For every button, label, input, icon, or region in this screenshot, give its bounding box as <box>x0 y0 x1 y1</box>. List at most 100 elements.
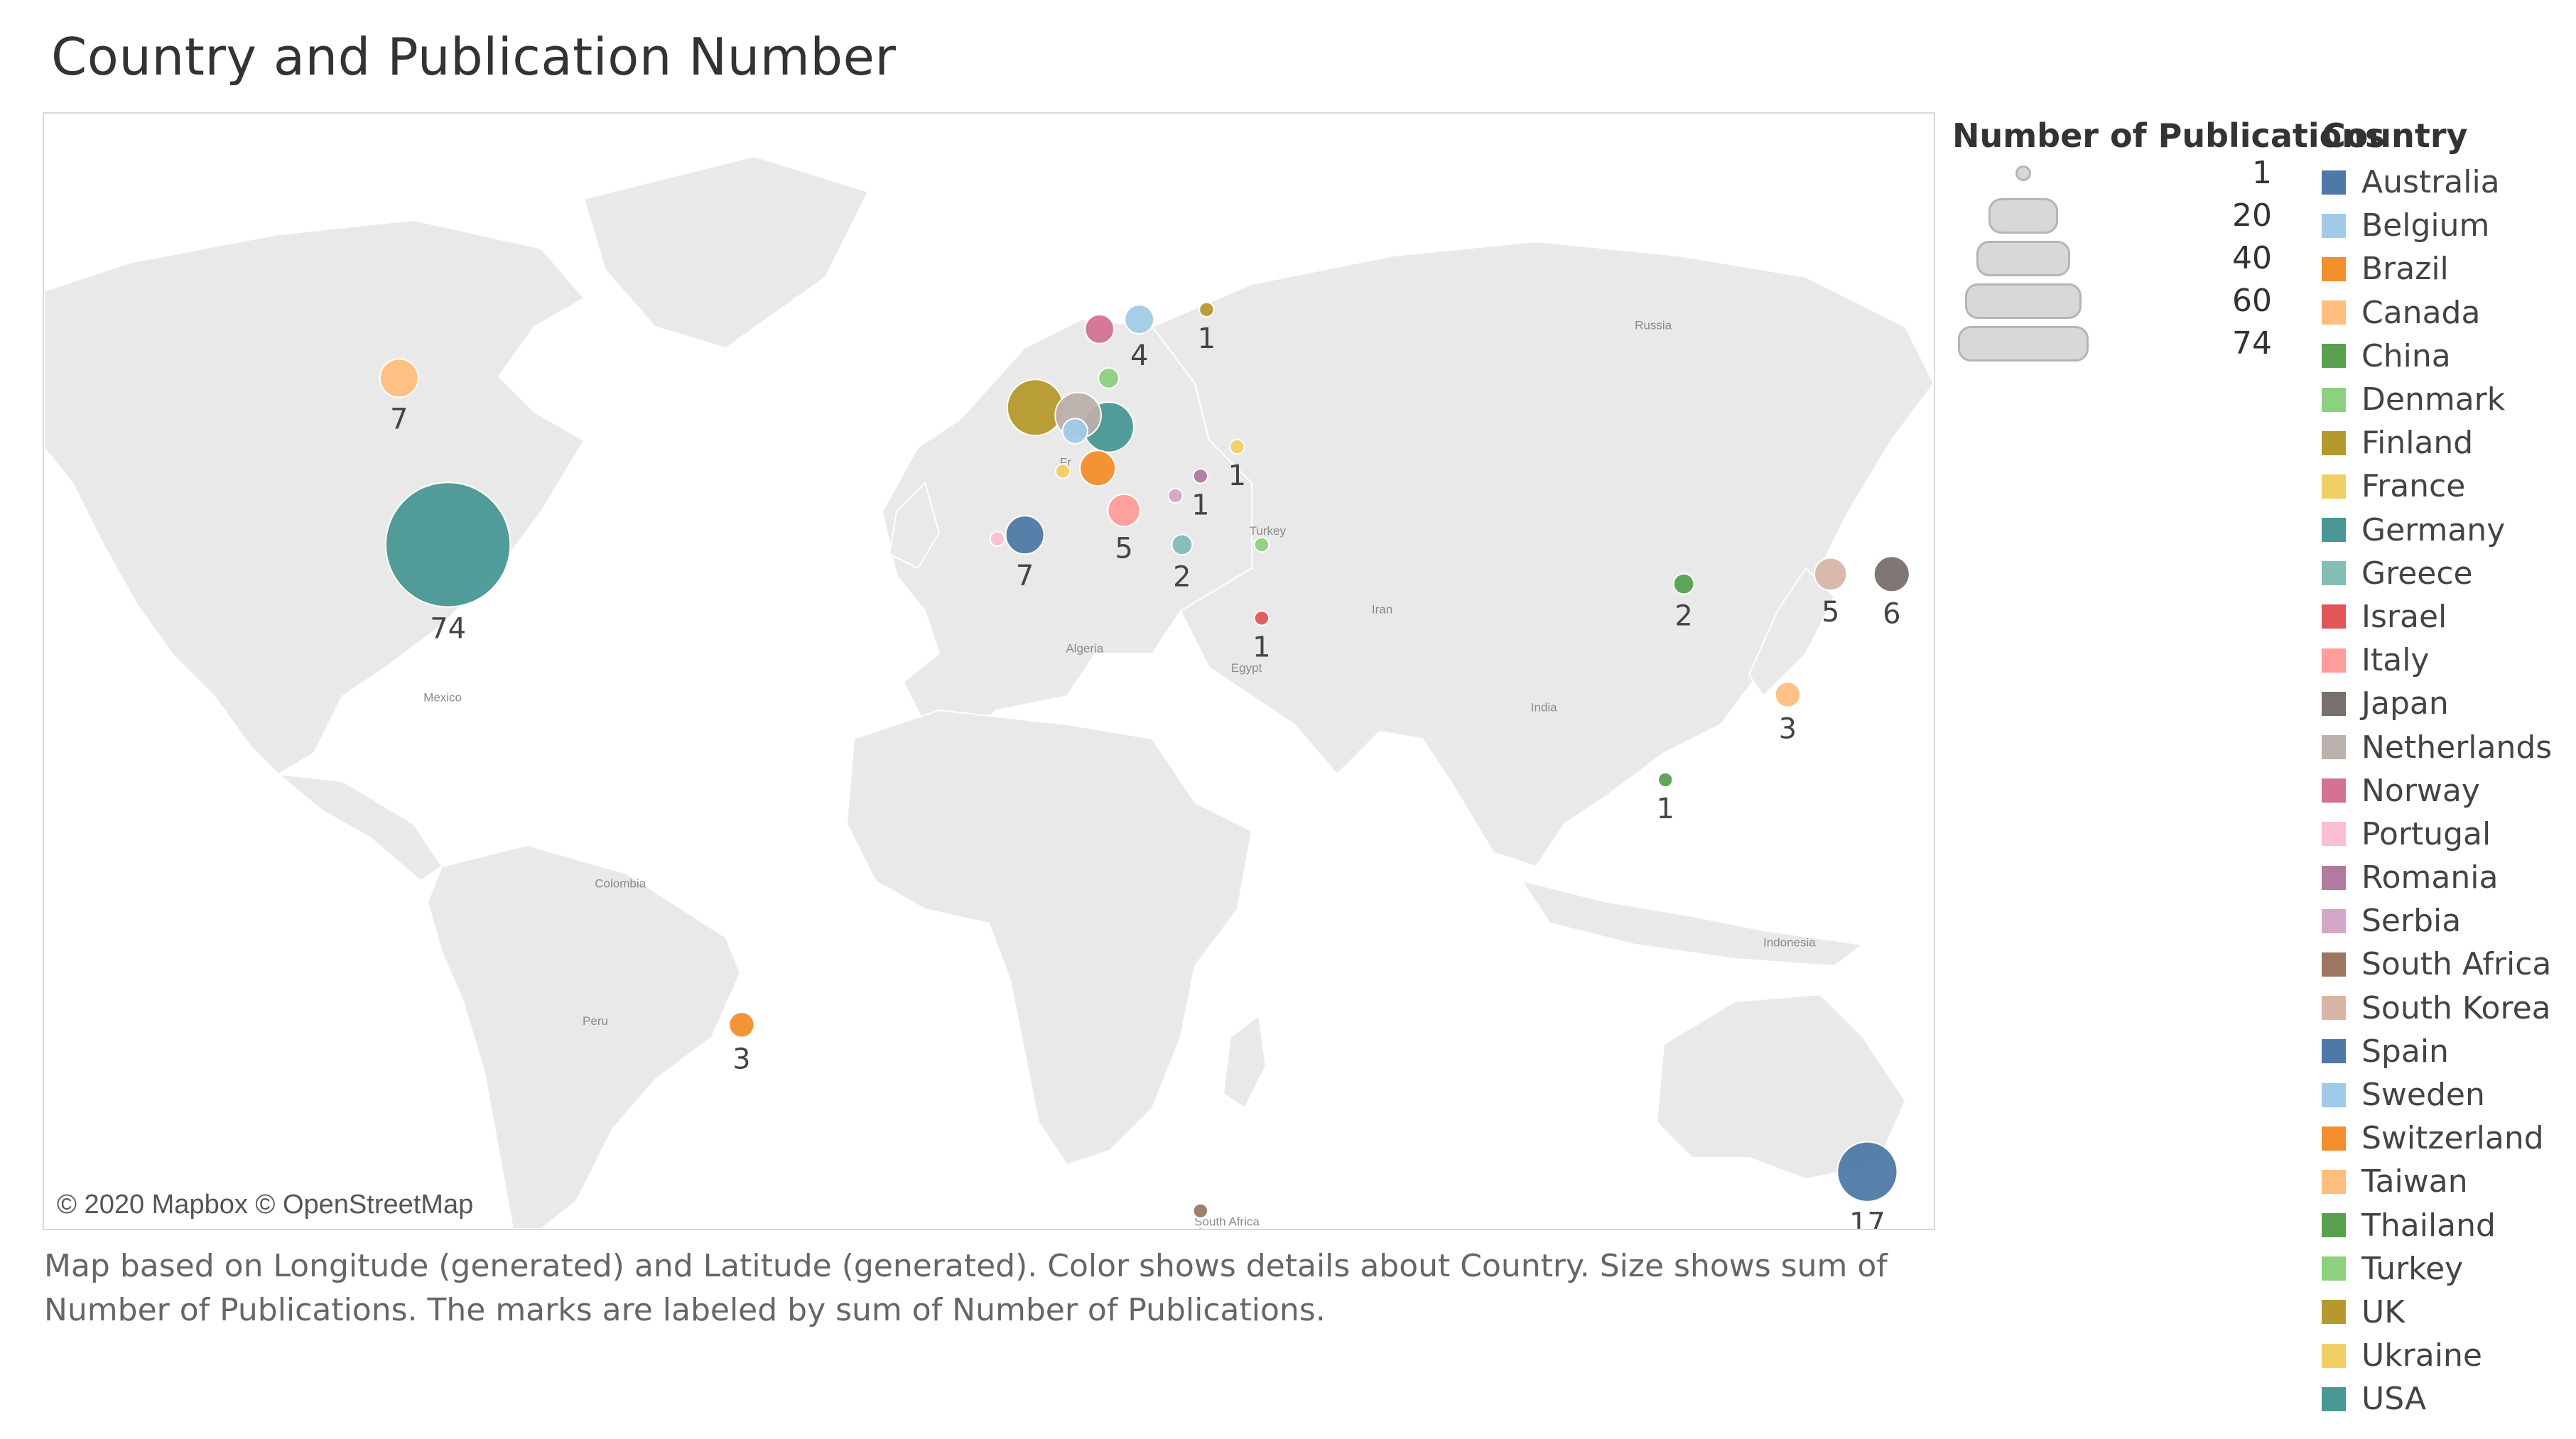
legend-swatch <box>2322 735 2346 760</box>
mark-uk[interactable] <box>1006 379 1064 437</box>
mark-label: 3 <box>1779 713 1797 746</box>
mark-south-africa[interactable] <box>1192 1202 1209 1220</box>
legend-swatch <box>2322 778 2346 803</box>
land-north-america <box>44 219 585 776</box>
legend-label: Taiwan <box>2361 1163 2468 1200</box>
legend-swatch <box>2322 256 2346 281</box>
land-europe <box>881 318 1252 740</box>
legend-item-italy[interactable]: Italy <box>2322 639 2570 682</box>
mark-label: 1 <box>1228 460 1246 492</box>
legend-item-canada[interactable]: Canada <box>2322 291 2570 335</box>
legend-item-norway[interactable]: Norway <box>2322 769 2570 813</box>
legend-label: Denmark <box>2361 381 2506 418</box>
mark-brazil[interactable] <box>728 1011 755 1038</box>
place-label: Mexico <box>423 691 462 705</box>
legend-swatch <box>2322 822 2346 847</box>
size-legend-shape <box>1988 198 2058 234</box>
mark-south-korea[interactable] <box>1813 557 1848 592</box>
land-indonesia <box>1520 879 1865 967</box>
size-legend-shape <box>2015 165 2031 181</box>
mark-ukraine[interactable] <box>1229 438 1245 455</box>
legend-item-netherlands[interactable]: Netherlands <box>2322 725 2570 769</box>
legend-item-romania[interactable]: Romania <box>2322 856 2570 899</box>
legend-item-usa[interactable]: USA <box>2322 1377 2570 1421</box>
mark-spain[interactable] <box>1005 515 1045 555</box>
legend-label: Spain <box>2361 1033 2449 1070</box>
place-label: Iran <box>1372 602 1392 616</box>
legend-label: South Africa <box>2361 946 2552 983</box>
size-legend-shape <box>1965 283 2082 319</box>
mark-france[interactable] <box>1054 463 1071 479</box>
land-japan <box>1748 567 1836 697</box>
legend-item-thailand[interactable]: Thailand <box>2322 1204 2570 1247</box>
legend-item-serbia[interactable]: Serbia <box>2322 899 2570 943</box>
legend-item-australia[interactable]: Australia <box>2322 161 2570 204</box>
mark-belgium[interactable] <box>1061 418 1089 445</box>
legend-item-portugal[interactable]: Portugal <box>2322 813 2570 856</box>
legend-item-spain[interactable]: Spain <box>2322 1030 2570 1073</box>
legend-swatch <box>2322 1082 2346 1107</box>
legend-label: UK <box>2361 1293 2405 1330</box>
land-central-america <box>276 773 443 882</box>
mark-italy[interactable] <box>1107 493 1141 528</box>
legend-swatch <box>2322 648 2346 673</box>
size-legend-label: 74 <box>2232 325 2272 362</box>
chart-title: Country and Publication Number <box>51 27 897 87</box>
size-legend-item: 20 <box>1952 195 2272 237</box>
mark-label: 1 <box>1191 1224 1209 1229</box>
mark-turkey[interactable] <box>1253 536 1270 553</box>
legend-item-belgium[interactable]: Belgium <box>2322 204 2570 247</box>
legend-item-sweden[interactable]: Sweden <box>2322 1073 2570 1117</box>
size-legend-label: 1 <box>2252 155 2272 191</box>
legend-item-uk[interactable]: UK <box>2322 1291 2570 1334</box>
mark-finland[interactable] <box>1198 301 1215 318</box>
mark-israel[interactable] <box>1253 610 1270 626</box>
legend-label: Thailand <box>2361 1207 2496 1244</box>
map-attribution[interactable]: © 2020 Mapbox © OpenStreetMap <box>57 1190 474 1220</box>
legend-item-turkey[interactable]: Turkey <box>2322 1247 2570 1291</box>
legend-item-ukraine[interactable]: Ukraine <box>2322 1334 2570 1377</box>
legend-item-germany[interactable]: Germany <box>2322 509 2570 552</box>
legend-item-greece[interactable]: Greece <box>2322 552 2570 595</box>
legend-label: Sweden <box>2361 1077 2485 1114</box>
mark-sweden[interactable] <box>1124 304 1155 335</box>
legend-item-israel[interactable]: Israel <box>2322 595 2570 639</box>
mark-japan[interactable] <box>1873 555 1910 593</box>
legend-item-taiwan[interactable]: Taiwan <box>2322 1160 2570 1203</box>
mark-switzerland[interactable] <box>1079 450 1117 487</box>
legend-item-south-korea[interactable]: South Korea <box>2322 987 2570 1030</box>
legend-swatch <box>2322 300 2346 325</box>
size-legend-title: Number of Publications <box>1952 116 2385 155</box>
mark-china[interactable] <box>1672 572 1695 595</box>
mark-greece[interactable] <box>1171 533 1194 556</box>
legend-item-denmark[interactable]: Denmark <box>2322 378 2570 421</box>
legend-label: Germany <box>2361 511 2506 548</box>
mark-norway[interactable] <box>1084 314 1115 344</box>
legend-swatch <box>2322 1213 2346 1238</box>
legend-item-switzerland[interactable]: Switzerland <box>2322 1117 2570 1160</box>
size-legend: Number of Publications 1 20 40 60 74 <box>1952 116 2384 386</box>
legend-swatch <box>2322 952 2346 977</box>
legend-item-japan[interactable]: Japan <box>2322 682 2570 725</box>
mark-serbia[interactable] <box>1167 487 1184 504</box>
legend-item-france[interactable]: France <box>2322 465 2570 508</box>
mark-thailand[interactable] <box>1657 771 1674 788</box>
mark-denmark[interactable] <box>1098 367 1120 389</box>
mark-romania[interactable] <box>1192 468 1209 484</box>
land-africa <box>845 709 1253 1166</box>
map-view[interactable]: Russia Iran India Algeria Egypt Mexico Colombi… <box>43 112 1935 1230</box>
legend-item-brazil[interactable]: Brazil <box>2322 247 2570 290</box>
land-masses <box>44 155 1934 1229</box>
legend-item-china[interactable]: China <box>2322 335 2570 378</box>
mark-australia[interactable] <box>1836 1141 1898 1202</box>
map-marks[interactable]: 74177765543322111111 <box>379 301 1910 1229</box>
mark-canada[interactable] <box>379 358 419 398</box>
legend-item-finland[interactable]: Finland <box>2322 421 2570 465</box>
world-map[interactable]: Russia Iran India Algeria Egypt Mexico Colombi… <box>44 114 1934 1229</box>
legend-item-south-africa[interactable]: South Africa <box>2322 943 2570 986</box>
legend-swatch <box>2322 1126 2346 1151</box>
legend-swatch <box>2322 691 2346 716</box>
mark-portugal[interactable] <box>989 531 1006 547</box>
mark-taiwan[interactable] <box>1774 681 1802 708</box>
mark-usa[interactable] <box>384 482 512 608</box>
